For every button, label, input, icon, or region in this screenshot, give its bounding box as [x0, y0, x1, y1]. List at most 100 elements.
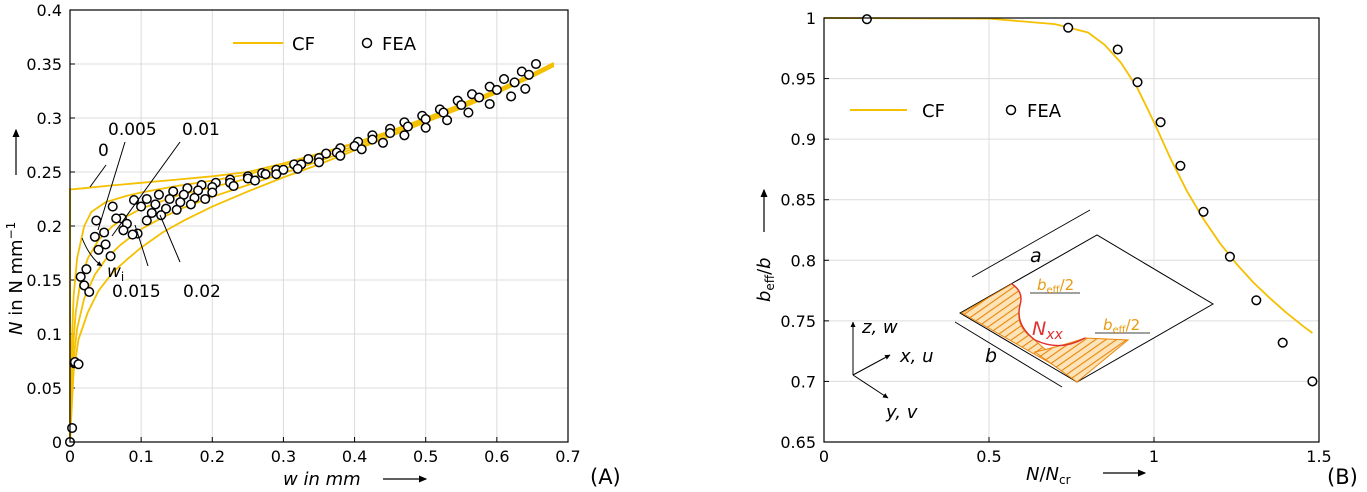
label-z-w: z, w — [861, 317, 898, 338]
fea-point — [99, 227, 110, 238]
wi-arrow — [81, 237, 103, 267]
fea-point — [278, 164, 289, 175]
y-tick-label: 1 — [806, 9, 816, 28]
fea-point — [89, 231, 100, 242]
fea-point — [111, 213, 122, 224]
cf-curve — [823, 17, 1313, 334]
fea-point — [520, 83, 531, 94]
fea-point — [100, 239, 111, 250]
label-beff-half-top: beff/2 — [1037, 276, 1074, 296]
x-axis-title: w in mm — [283, 469, 361, 490]
y-tick-label: 0.2 — [37, 217, 62, 236]
fea-point — [402, 121, 413, 132]
fea-point — [200, 193, 211, 205]
plot-frame — [823, 17, 1320, 443]
fea-point — [1132, 77, 1143, 88]
fea-point — [1198, 206, 1209, 217]
y-tick-labels: 0 0.05 0.1 0.15 0.2 0.25 0.3 0.35 0.4 — [26, 1, 62, 452]
effective-width-right — [1033, 337, 1130, 383]
fea-point — [128, 195, 140, 206]
fea-point — [91, 215, 102, 226]
x-tick-labels: 0 0.5 1 1.5 — [819, 447, 1332, 466]
fea-point — [335, 150, 346, 161]
grid — [69, 9, 569, 443]
x-tick-labels: 0 0.1 0.2 0.3 0.4 0.5 0.6 0.7 — [65, 447, 581, 466]
fea-point — [303, 153, 314, 165]
fea-point — [356, 144, 367, 155]
label-beff-half-right: beff/2 — [1103, 316, 1140, 336]
legend-fea-marker — [361, 37, 373, 49]
fea-point — [474, 92, 485, 103]
fea-point — [1307, 376, 1318, 387]
fea-point — [509, 77, 520, 88]
fea-point — [146, 207, 157, 219]
y-tick-label: 0.9 — [791, 130, 816, 149]
fea-point — [491, 84, 502, 95]
x-tick-label: 1.5 — [1306, 447, 1331, 466]
annotation-0-02: 0.02 — [183, 282, 221, 302]
legend: CF FEA — [850, 101, 1062, 122]
y-tick-label: 0.7 — [791, 372, 816, 391]
fea-point — [1063, 22, 1074, 33]
y-tick-label: 0.75 — [780, 312, 816, 331]
x-tick-label: 0.5 — [976, 447, 1001, 466]
fea-point — [420, 122, 431, 133]
fea-point — [1277, 337, 1288, 348]
x-tick-label: 0.2 — [200, 447, 225, 466]
fea-point — [456, 99, 467, 111]
y-axis-title: beff/b — [754, 257, 777, 302]
imperfection-labels: 0 0.005 0.01 0.015 0.02 wi — [81, 120, 221, 302]
label-y-v: y, v — [885, 402, 918, 423]
fea-point — [105, 251, 116, 262]
fea-point — [150, 199, 161, 210]
fea-point — [321, 148, 332, 159]
leader-line — [134, 224, 149, 267]
fea-point — [260, 169, 271, 180]
x-axis-arrow — [852, 354, 891, 376]
fea-point — [75, 271, 86, 282]
x-tick-label: 0.6 — [484, 447, 509, 466]
panel-a: 0 0.1 0.2 0.3 0.4 0.5 0.6 0.7 0 0.05 0.1 0.15 0.2 0.… — [4, 1, 621, 490]
x-tick-label: 0.7 — [555, 447, 580, 466]
fea-point — [1112, 44, 1123, 55]
y-axis-arrow — [852, 374, 889, 399]
fea-point — [442, 115, 453, 126]
fea-point — [399, 130, 410, 141]
label-b: b — [985, 345, 997, 367]
y-tick-labels: 0.65 0.7 0.75 0.8 0.85 0.9 0.95 1 — [780, 9, 816, 452]
fea-point — [292, 163, 303, 174]
fea-point — [118, 225, 129, 236]
fea-point — [506, 91, 517, 102]
leader-line — [97, 141, 126, 231]
panel-label-b: (B) — [1327, 465, 1358, 489]
fea-point — [67, 422, 78, 434]
x-tick-label: 0 — [65, 447, 75, 466]
plate-schematic: a b beff/2 beff/2 Nxx z, w x, u y, v — [850, 209, 1214, 423]
fea-point — [484, 98, 495, 110]
y-tick-label: 0.95 — [780, 70, 816, 89]
legend: CF FEA — [233, 34, 417, 55]
annotation-0-01: 0.01 — [182, 120, 220, 140]
fea-point — [156, 210, 167, 221]
annotation-0: 0 — [98, 141, 109, 161]
x-axis-label: w in mm — [283, 469, 428, 490]
label-a: a — [1030, 245, 1042, 267]
leader-line — [111, 141, 181, 237]
cf-line — [823, 17, 1313, 334]
y-tick-label: 0.35 — [26, 55, 62, 74]
fea-points — [861, 14, 1318, 387]
plot-frame — [69, 9, 569, 443]
fea-point — [1175, 160, 1186, 171]
x-axis-title: N/Ncr — [1026, 464, 1071, 487]
fea-point — [141, 215, 152, 226]
fea-point — [463, 107, 474, 118]
panel-b: 0 0.5 1 1.5 0.65 0.7 0.75 0.8 0.85 0.9 0.95 1 CF F… — [754, 9, 1358, 489]
y-tick-label: 0.1 — [37, 325, 62, 344]
y-tick-label: 0.8 — [791, 251, 816, 270]
fea-point — [1224, 251, 1235, 262]
fea-point — [160, 203, 172, 214]
fea-point — [271, 169, 282, 180]
fea-point — [185, 199, 196, 210]
legend-cf-label: CF — [922, 101, 945, 122]
legend-fea-marker — [1005, 104, 1017, 116]
